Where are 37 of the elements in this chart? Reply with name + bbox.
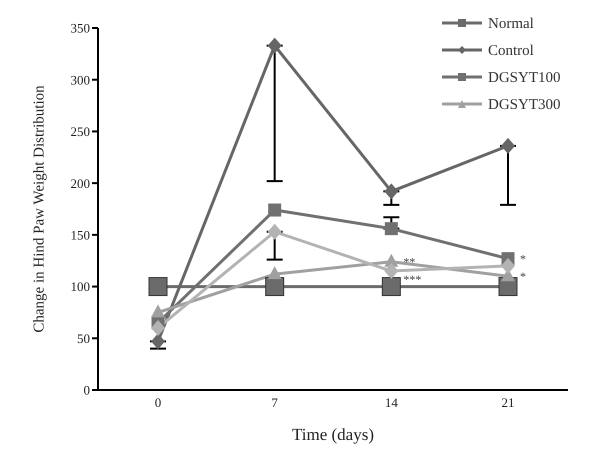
point <box>151 304 165 318</box>
point <box>151 333 165 350</box>
point <box>501 258 515 274</box>
x-tick-label: 14 <box>384 395 398 410</box>
legend-label: Normal <box>488 16 534 32</box>
y-tick-label: 0 <box>84 382 90 398</box>
point <box>384 222 398 236</box>
point <box>268 224 282 240</box>
legend-label: DGSYT100 <box>488 70 561 86</box>
point <box>268 204 282 217</box>
point <box>268 266 282 280</box>
point <box>384 263 398 280</box>
point <box>382 277 401 296</box>
x-tick-label: 7 <box>271 395 278 410</box>
point <box>265 277 284 296</box>
y-tick-label: 300 <box>70 72 90 88</box>
legend-label: Control <box>488 43 534 59</box>
annotation: * <box>520 269 526 284</box>
x-tick-label: 0 <box>154 395 162 410</box>
annotation: *** <box>403 272 422 287</box>
y-axis-title: Change in Hind Paw Weight Distribution <box>31 84 48 333</box>
point <box>268 38 282 54</box>
point <box>501 138 515 154</box>
y-tick-label: 150 <box>70 227 90 242</box>
x-tick-label: 21 <box>502 395 514 410</box>
point <box>148 277 168 296</box>
y-tick-label: 100 <box>70 279 90 294</box>
y-tick-label: 50 <box>77 330 90 346</box>
point <box>384 183 398 200</box>
y-tick-label: 200 <box>70 176 90 191</box>
x-axis-title: Time (days) <box>292 425 374 444</box>
annotation: * <box>520 252 526 266</box>
legend-label: DGSYT300 <box>488 97 561 113</box>
y-tick-label: 250 <box>70 124 90 140</box>
annotation: ** <box>403 255 416 270</box>
point <box>151 320 165 336</box>
y-tick-label: 350 <box>70 20 90 36</box>
